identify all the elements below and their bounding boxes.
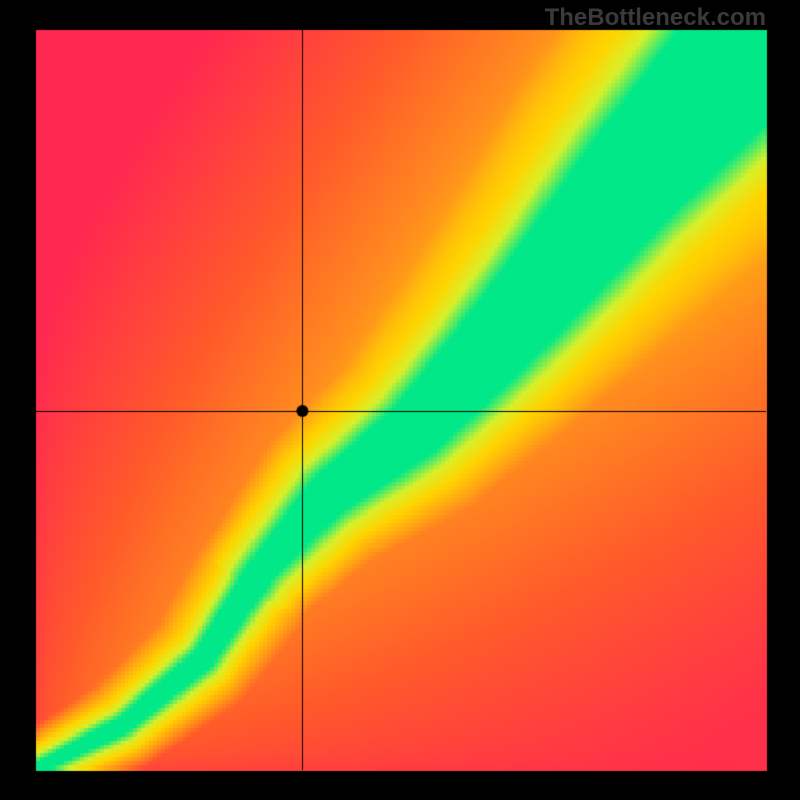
watermark-text: TheBottleneck.com xyxy=(545,4,766,32)
chart-container: TheBottleneck.com xyxy=(0,0,800,800)
bottleneck-heatmap xyxy=(0,0,800,800)
